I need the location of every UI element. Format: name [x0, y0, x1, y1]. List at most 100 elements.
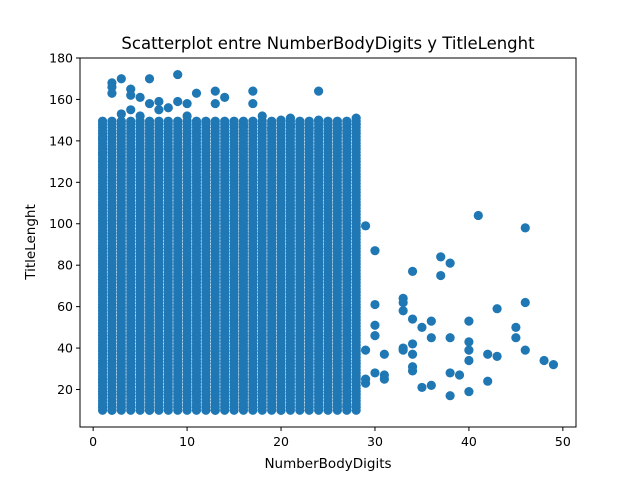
data-point [126, 90, 136, 100]
dense-point-cloud [97, 116, 361, 415]
data-point [370, 331, 380, 341]
x-tick-label: 50 [555, 434, 571, 449]
data-point [126, 105, 136, 115]
data-point [464, 337, 474, 347]
data-point [97, 148, 108, 158]
data-point [407, 339, 418, 349]
chart-title: Scatterplot entre NumberBodyDigits y Tit… [121, 34, 535, 53]
data-point [314, 86, 324, 96]
data-point [520, 297, 530, 308]
data-point [285, 113, 296, 123]
data-point [407, 366, 418, 376]
data-point [342, 401, 352, 411]
data-point [107, 405, 117, 415]
data-point [379, 374, 389, 384]
data-point [342, 125, 352, 136]
data-point [483, 349, 493, 359]
data-point [323, 119, 333, 129]
data-point [201, 117, 211, 127]
data-point [304, 123, 314, 134]
data-point [445, 258, 455, 268]
y-tick-label: 160 [49, 92, 73, 107]
data-point [210, 405, 220, 415]
data-point [351, 119, 361, 129]
data-point [445, 333, 455, 343]
data-point [295, 119, 305, 129]
data-point [191, 116, 202, 126]
x-tick-label: 30 [367, 434, 383, 449]
data-point [182, 98, 192, 109]
data-point [454, 370, 465, 380]
data-point [163, 103, 173, 113]
y-axis-label: TitleLenght [23, 204, 39, 281]
data-point [398, 345, 408, 355]
data-point [173, 96, 183, 107]
data-point [520, 345, 530, 355]
data-point [511, 333, 521, 343]
data-point [135, 92, 145, 102]
data-point [436, 252, 446, 262]
data-point [426, 333, 436, 343]
data-point [107, 88, 117, 98]
x-tick-label: 20 [273, 434, 289, 449]
x-axis-label: NumberBodyDigits [264, 456, 391, 472]
data-point [220, 116, 230, 126]
y-tick-label: 20 [57, 382, 73, 397]
data-point [135, 111, 145, 121]
y-tick-label: 40 [57, 341, 73, 356]
data-point [370, 368, 380, 378]
y-tick-label: 60 [57, 299, 73, 314]
plot-frame [79, 57, 577, 428]
data-point [173, 116, 183, 126]
data-point [360, 378, 371, 388]
data-point [464, 355, 474, 366]
data-point [154, 105, 164, 115]
data-point [360, 345, 371, 355]
data-point [163, 116, 173, 126]
data-point [332, 123, 342, 134]
data-point [332, 116, 342, 126]
data-point [464, 386, 474, 397]
data-point [492, 351, 502, 361]
data-point [154, 116, 164, 126]
data-point [492, 304, 502, 314]
data-point [398, 297, 408, 308]
data-point [267, 123, 277, 134]
data-point [116, 74, 126, 84]
data-point [342, 116, 352, 126]
data-points [97, 69, 559, 415]
data-point [97, 116, 108, 126]
data-point [520, 223, 530, 233]
data-point [116, 109, 126, 119]
data-point [314, 115, 324, 125]
data-point [445, 368, 455, 378]
data-point [267, 116, 277, 126]
data-point [97, 134, 108, 144]
data-point [210, 86, 220, 96]
data-point [548, 360, 559, 370]
y-axis: 20 40 60 80 100 120 140 160 180 [49, 51, 80, 397]
data-point [285, 121, 296, 131]
data-point [473, 210, 483, 221]
data-point [398, 306, 408, 316]
data-point [539, 355, 549, 366]
data-point [407, 314, 418, 324]
data-point [248, 116, 258, 126]
data-point [276, 405, 286, 415]
data-point [191, 88, 202, 98]
data-point [360, 221, 371, 231]
y-tick-label: 120 [49, 175, 73, 190]
data-point [407, 349, 418, 359]
data-point [210, 116, 220, 126]
data-point [210, 98, 220, 109]
x-tick-label: 0 [89, 434, 97, 449]
data-point [229, 119, 239, 129]
y-tick-label: 140 [49, 133, 73, 148]
data-point [248, 86, 258, 96]
data-point [464, 316, 474, 326]
data-point [238, 121, 249, 131]
data-point [417, 382, 427, 393]
data-point [370, 246, 380, 256]
data-point [154, 96, 164, 107]
